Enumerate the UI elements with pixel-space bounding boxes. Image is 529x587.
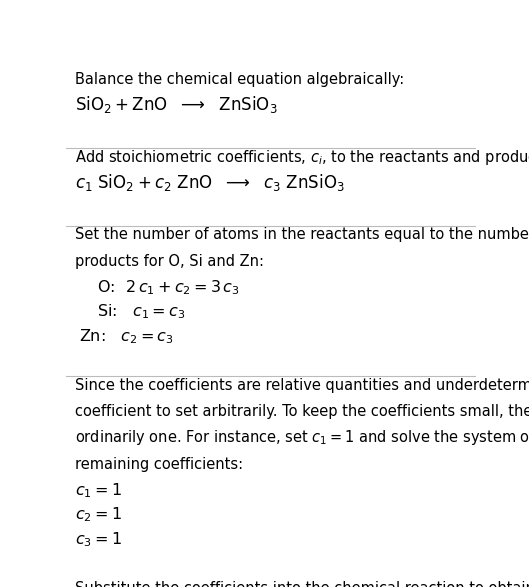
Text: Substitute the coefficients into the chemical reaction to obtain the balanced: Substitute the coefficients into the che…	[75, 581, 529, 587]
Text: Set the number of atoms in the reactants equal to the number of atoms in the: Set the number of atoms in the reactants…	[75, 228, 529, 242]
Text: $\mathrm{SiO_2 + ZnO\ \ {\longrightarrow}\ \ ZnSiO_3}$: $\mathrm{SiO_2 + ZnO\ \ {\longrightarrow…	[75, 95, 278, 115]
Text: $c_1\ \mathrm{SiO_2} + c_2\ \mathrm{ZnO}\ \ {\longrightarrow}\ \ c_3\ \mathrm{Zn: $c_1\ \mathrm{SiO_2} + c_2\ \mathrm{ZnO}…	[75, 172, 345, 193]
Text: ordinarily one. For instance, set $c_1 = 1$ and solve the system of equations fo: ordinarily one. For instance, set $c_1 =…	[75, 429, 529, 447]
Text: $c_3 = 1$: $c_3 = 1$	[75, 531, 122, 549]
Text: Since the coefficients are relative quantities and underdetermined, choose a: Since the coefficients are relative quan…	[75, 378, 529, 393]
Text: $c_1 = 1$: $c_1 = 1$	[75, 481, 122, 500]
Text: O:  $2\,c_1 + c_2 = 3\,c_3$: O: $2\,c_1 + c_2 = 3\,c_3$	[87, 278, 240, 296]
Text: Add stoichiometric coefficients, $c_i$, to the reactants and products:: Add stoichiometric coefficients, $c_i$, …	[75, 148, 529, 167]
Text: coefficient to set arbitrarily. To keep the coefficients small, the arbitrary va: coefficient to set arbitrarily. To keep …	[75, 404, 529, 419]
Text: products for O, Si and Zn:: products for O, Si and Zn:	[75, 254, 264, 269]
Text: Zn:   $c_2 = c_3$: Zn: $c_2 = c_3$	[79, 328, 174, 346]
Text: remaining coefficients:: remaining coefficients:	[75, 457, 243, 471]
Text: $c_2 = 1$: $c_2 = 1$	[75, 506, 122, 524]
Text: Balance the chemical equation algebraically:: Balance the chemical equation algebraica…	[75, 72, 404, 87]
Text: Si:   $c_1 = c_3$: Si: $c_1 = c_3$	[87, 303, 186, 322]
